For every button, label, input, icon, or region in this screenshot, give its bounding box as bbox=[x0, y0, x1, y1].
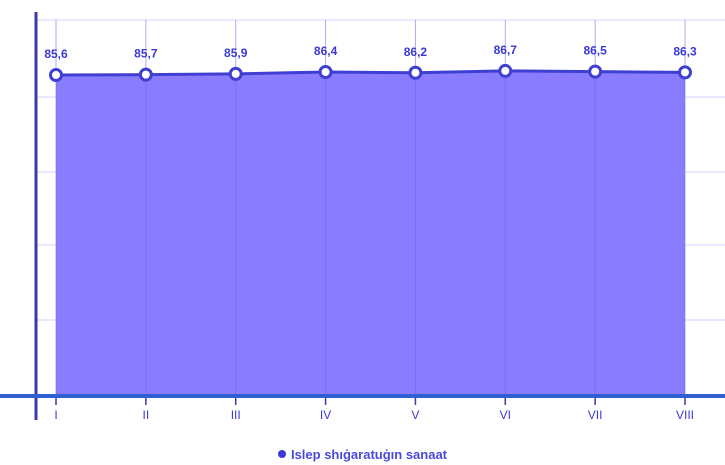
x-tick-labels: I II III IV V VI VII VIII bbox=[54, 408, 694, 422]
series-line bbox=[55, 69, 686, 77]
data-labels: 85,6 85,7 85,9 86,4 86,2 86,7 86,5 86,3 bbox=[44, 43, 697, 61]
data-label: 85,6 bbox=[44, 47, 68, 61]
data-point bbox=[49, 68, 63, 82]
data-label: 85,7 bbox=[134, 47, 158, 61]
legend-marker bbox=[277, 450, 286, 458]
legend-label: Islep shıġaratuġın sanaat bbox=[290, 447, 448, 462]
x-axis-ticks bbox=[55, 398, 686, 405]
x-tick-label: V bbox=[411, 408, 419, 422]
data-label: 86,4 bbox=[314, 44, 338, 58]
data-label: 86,3 bbox=[673, 44, 697, 58]
x-tick-label: VII bbox=[588, 408, 603, 422]
x-tick-label: III bbox=[231, 408, 241, 422]
x-tick-label: I bbox=[54, 408, 57, 422]
x-tick-label: IV bbox=[320, 408, 331, 422]
data-point bbox=[138, 67, 153, 82]
data-point bbox=[678, 65, 692, 80]
x-tick-label: VI bbox=[500, 408, 511, 422]
data-point bbox=[408, 65, 423, 80]
data-point bbox=[228, 66, 243, 81]
data-label: 86,7 bbox=[494, 43, 518, 57]
data-label: 85,9 bbox=[224, 46, 248, 60]
data-point bbox=[498, 63, 513, 78]
x-tick-label: VIII bbox=[676, 408, 694, 422]
data-point bbox=[588, 64, 603, 79]
vertical-grid-lines bbox=[55, 20, 686, 395]
data-label: 86,2 bbox=[404, 45, 428, 59]
series-markers bbox=[49, 63, 692, 82]
legend: Islep shıġaratuġın sanaat bbox=[0, 447, 725, 463]
x-tick-label: II bbox=[143, 408, 150, 422]
series-area bbox=[56, 70, 685, 395]
data-point bbox=[318, 65, 333, 80]
data-label: 86,5 bbox=[583, 44, 607, 58]
